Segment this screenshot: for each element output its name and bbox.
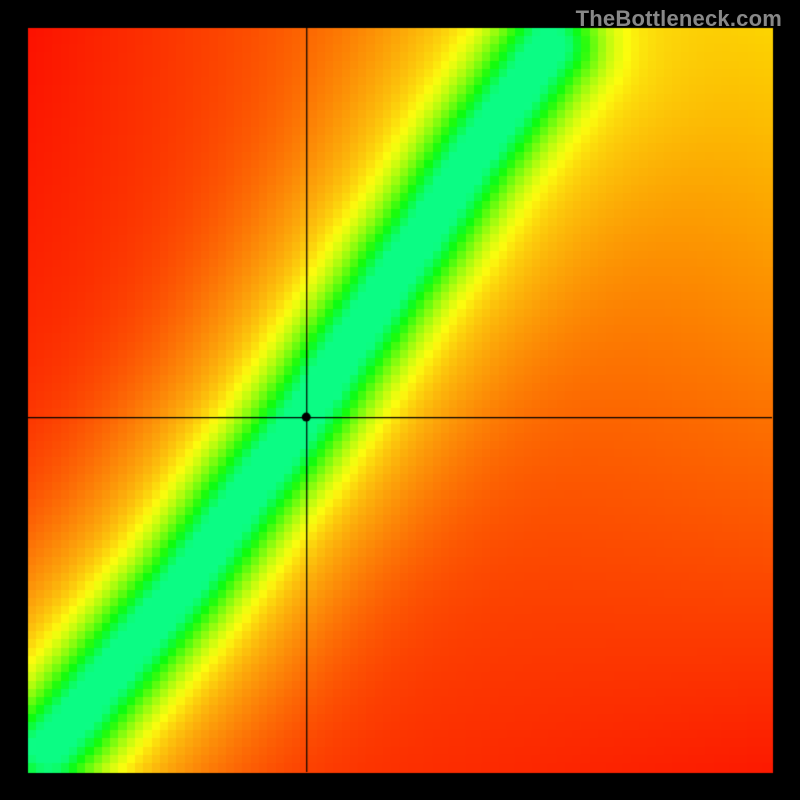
watermark-text: TheBottleneck.com bbox=[576, 6, 782, 32]
bottleneck-heatmap bbox=[0, 0, 800, 800]
